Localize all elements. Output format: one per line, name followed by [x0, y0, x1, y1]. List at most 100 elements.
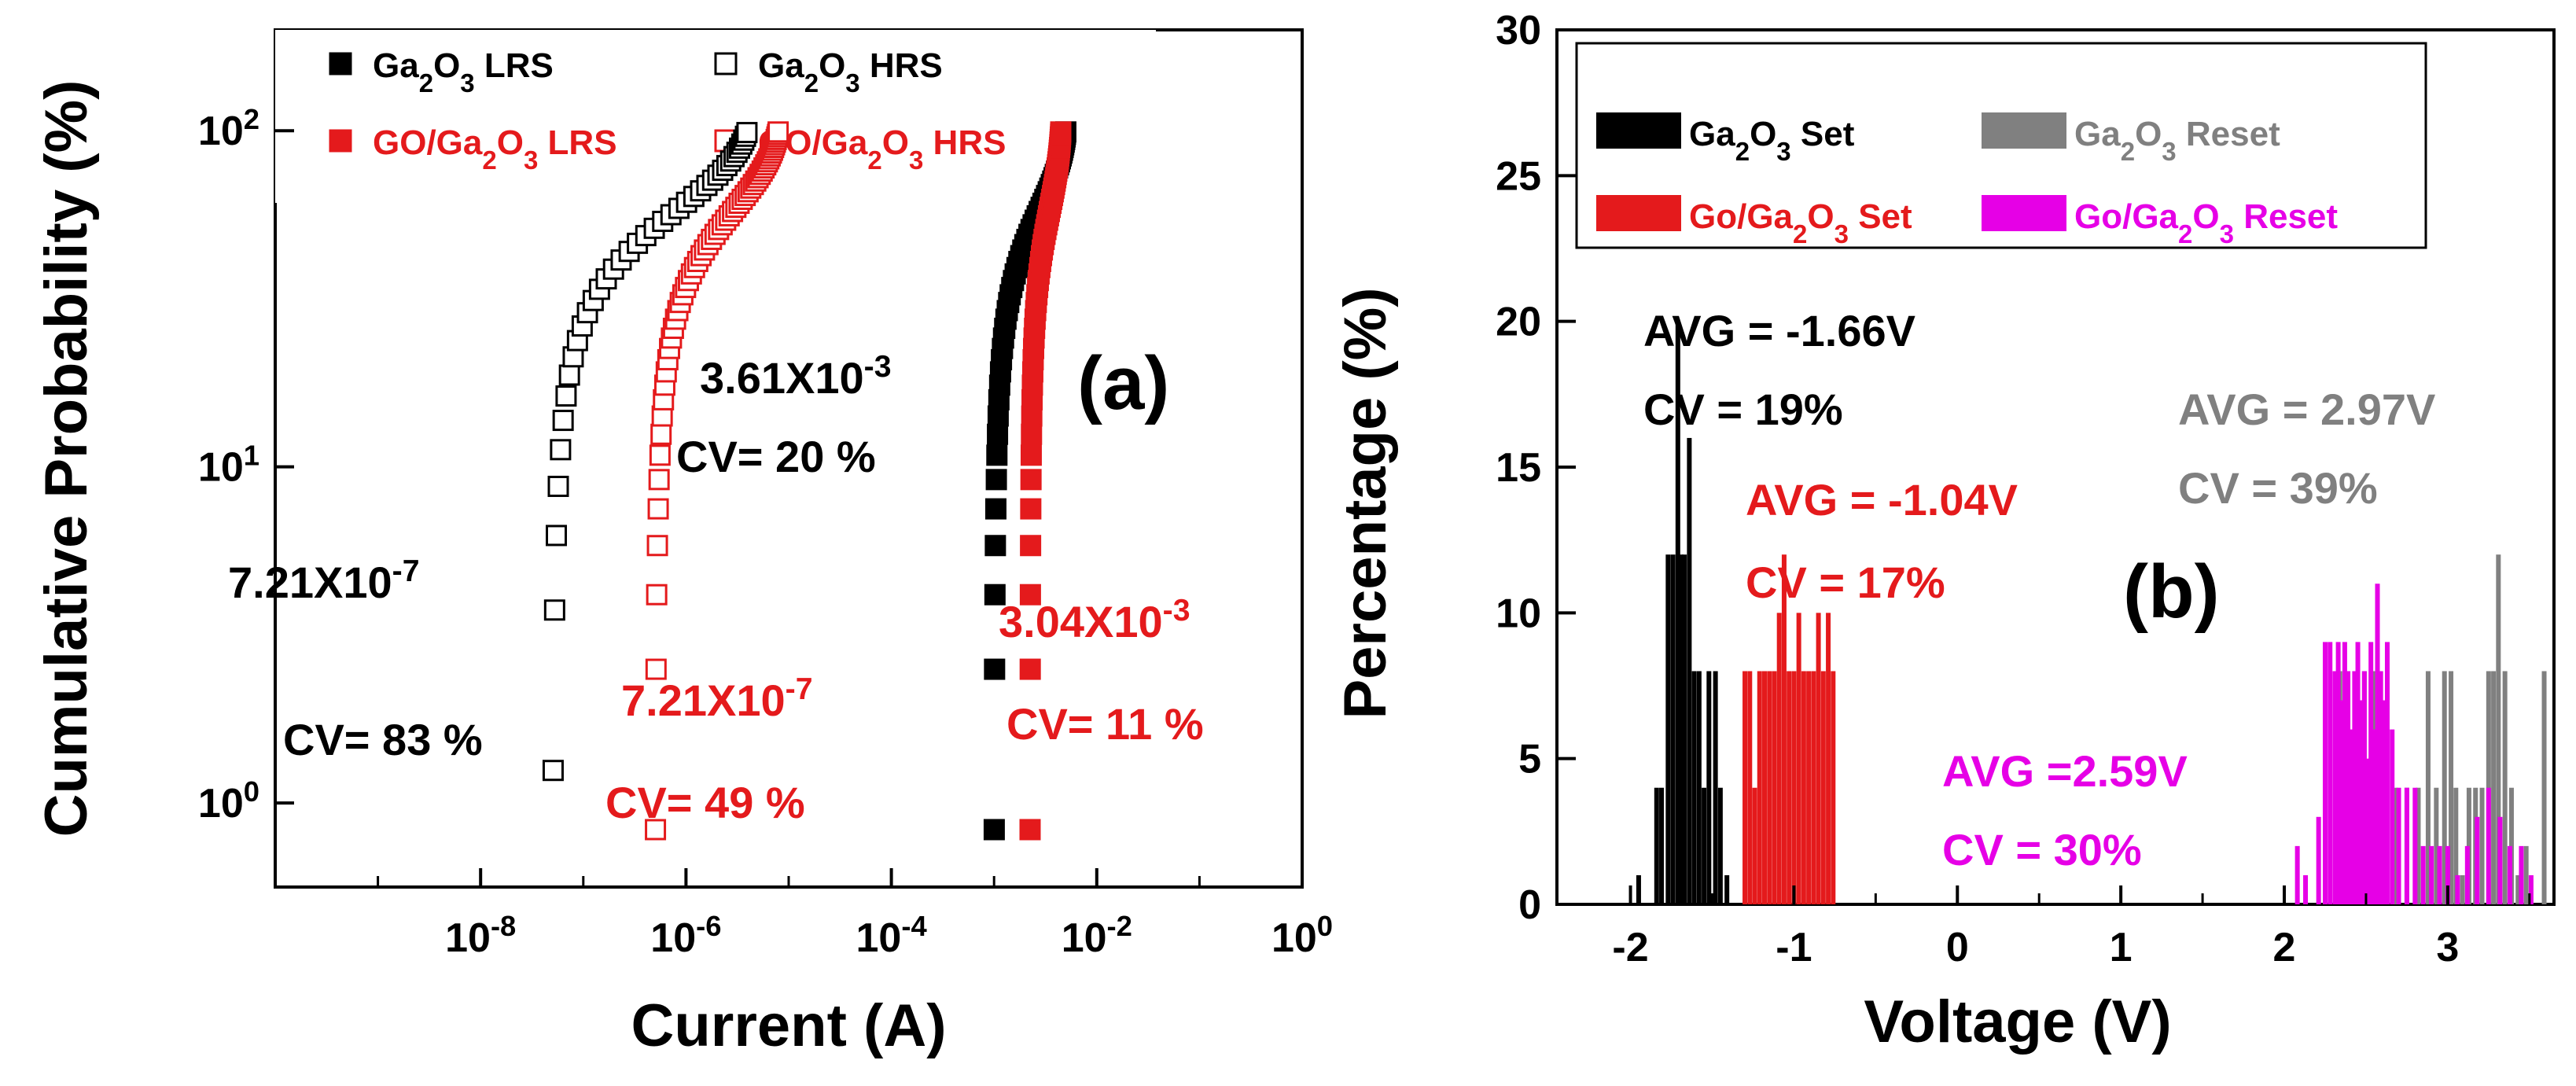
y-axis-title-a: Cumulative Probability (%) — [33, 80, 100, 838]
annotation-b: AVG = -1.66V — [1643, 306, 1915, 355]
histogram-bar-b — [1767, 671, 1772, 904]
histogram-bar-b — [1826, 613, 1831, 904]
x-tick-label-a: 10-2 — [1062, 910, 1132, 962]
data-point-a — [1020, 498, 1042, 520]
histogram-bar-b — [2502, 671, 2508, 904]
histogram-bar-b — [2361, 671, 2367, 904]
legend-label-b: Go/Ga2O3 Reset — [2074, 197, 2338, 248]
data-point-a — [1019, 819, 1041, 841]
histogram-bar-b — [2412, 787, 2418, 904]
panel-label-b: (b) — [2123, 550, 2220, 634]
annotations-a: 3.61X10-3 CV= 20 % 7.21X10-7 CV= 83 % 7.21X1… — [228, 350, 1204, 828]
x-tick-label-a: 100 — [1271, 910, 1333, 962]
x-axis-b: -2 -1 0 1 2 3 — [1612, 885, 2531, 970]
data-point-a — [985, 469, 1007, 491]
legend-label-b: Ga2O3 Reset — [2074, 115, 2280, 166]
histogram-bar-b — [2342, 642, 2347, 904]
histogram-bar-b — [2437, 845, 2442, 904]
histogram-bar-b — [2322, 642, 2328, 904]
annotation-b: AVG = -1.04V — [1746, 475, 2018, 525]
y-tick-label-b: 5 — [1518, 737, 1541, 782]
histogram-bar-b — [2335, 642, 2341, 904]
data-point-a — [1020, 444, 1042, 466]
histogram-bar-b — [1636, 874, 1641, 904]
histogram-bar-b — [1702, 787, 1707, 904]
histogram-bar-b — [2507, 845, 2512, 904]
data-point-a — [767, 121, 789, 143]
data-points-a — [542, 121, 1076, 841]
legend-marker-a — [329, 52, 352, 75]
data-point-a — [649, 444, 671, 466]
legend-label-b: Go/Ga2O3 Set — [1689, 197, 1912, 248]
data-point-a — [1019, 583, 1041, 606]
histogram-bar-b — [1791, 671, 1797, 904]
histogram-bar-b — [1776, 613, 1782, 904]
histogram-bar-b — [2404, 787, 2409, 904]
x-tick-label-b: -1 — [1776, 925, 1812, 970]
data-point-a — [1050, 121, 1072, 143]
y-tick-label-a: 100 — [198, 775, 259, 827]
histogram-bar-b — [2434, 787, 2439, 904]
data-point-a — [543, 599, 565, 621]
data-point-a — [647, 498, 669, 520]
data-point-a — [546, 525, 568, 547]
legend-swatch-b — [1982, 195, 2066, 231]
histogram-bar-b — [1675, 321, 1680, 905]
annotation-a: CV= 11 % — [1006, 699, 1204, 749]
histogram-bar-b — [2519, 845, 2524, 904]
x-axis-a: 10-8 10-6 10-4 10-2 100 — [377, 868, 1333, 962]
histogram-bar-b — [1796, 613, 1801, 904]
histogram-bar-b — [2368, 642, 2374, 904]
histogram-bar-b — [2390, 729, 2395, 904]
y-tick-label-b: 10 — [1496, 591, 1541, 636]
data-point-a — [550, 439, 572, 461]
data-point-a — [987, 423, 1009, 445]
histogram-bar-b — [1757, 671, 1762, 904]
data-point-a — [983, 819, 1005, 841]
x-tick-label-b: 1 — [2110, 925, 2133, 970]
data-point-a — [984, 498, 1006, 520]
legend-marker-a — [714, 52, 738, 75]
histogram-bar-b — [2453, 787, 2459, 904]
histogram-bar-b — [2497, 816, 2503, 904]
x-tick-label-b: 2 — [2273, 925, 2296, 970]
data-point-a — [1019, 658, 1041, 680]
legend-swatch-b — [1596, 112, 1681, 149]
y-axis-title-b: Percentage (%) — [1332, 287, 1399, 719]
histogram-bar-b — [2316, 816, 2321, 904]
data-point-a — [1021, 423, 1043, 445]
histogram-bar-b — [2429, 845, 2434, 904]
histogram-bar-b — [2420, 845, 2426, 904]
panel-label-a: (a) — [1077, 341, 1169, 425]
histogram-bar-b — [2352, 671, 2357, 904]
histogram-bar-b — [2328, 642, 2333, 904]
data-point-a — [986, 444, 1008, 466]
annotations-b: AVG = -1.66V CV = 19% AVG = 2.97V CV = 39% A… — [1643, 306, 2435, 874]
data-point-a — [542, 760, 564, 782]
histogram-bar-b — [1670, 554, 1676, 904]
legend-label-a: GO/Ga2O3 LRS — [373, 123, 617, 175]
data-point-a — [984, 583, 1006, 606]
y-tick-label-b: 20 — [1496, 300, 1541, 345]
histogram-bar-b — [1713, 671, 1718, 904]
histogram-bar-b — [2496, 554, 2501, 904]
annotation-b: AVG =2.59V — [1942, 746, 2188, 796]
histogram-bar-b — [2332, 671, 2338, 904]
histogram-bar-b — [2396, 787, 2401, 904]
histogram-bar-b — [2442, 671, 2447, 904]
histogram-bar-b — [1801, 671, 1806, 904]
data-point-a — [984, 658, 1006, 680]
annotation-b: CV = 39% — [2178, 463, 2378, 513]
histogram-bar-b — [2294, 845, 2300, 904]
annotation-b: AVG = 2.97V — [2178, 385, 2435, 434]
legend-swatch-b — [1596, 195, 1681, 231]
data-point-a — [558, 364, 580, 386]
histogram-bar-b — [1816, 613, 1821, 904]
histogram-bar-b — [2303, 874, 2309, 904]
histogram-bar-b — [1717, 787, 1723, 904]
annotation-a: CV= 49 % — [605, 778, 805, 827]
histogram-bar-b — [2475, 816, 2480, 904]
annotation-a: 7.21X10-7 — [621, 672, 813, 726]
histogram-bar-b — [2358, 700, 2364, 904]
histogram-bar-b — [1678, 554, 1684, 904]
